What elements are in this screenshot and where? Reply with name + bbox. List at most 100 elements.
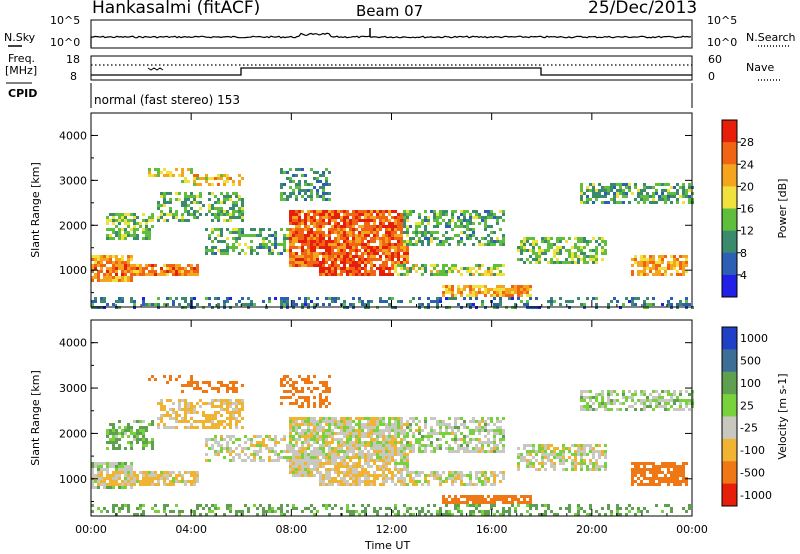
cell — [385, 513, 388, 516]
cell — [313, 237, 316, 240]
cell — [298, 240, 301, 243]
cell — [448, 222, 451, 225]
cell — [340, 471, 343, 474]
cell — [313, 234, 316, 237]
cell — [334, 225, 337, 228]
cell — [346, 231, 349, 234]
cell — [412, 435, 415, 438]
cell — [379, 300, 382, 303]
cell — [631, 393, 634, 396]
cell — [478, 273, 481, 276]
cell — [349, 258, 352, 261]
cell — [133, 420, 136, 423]
cell — [613, 390, 616, 393]
cell — [478, 240, 481, 243]
cell — [301, 456, 304, 459]
cell — [445, 501, 448, 504]
cell — [286, 237, 289, 240]
cell — [403, 462, 406, 465]
cell — [577, 246, 580, 249]
cell — [580, 198, 583, 201]
cell — [577, 507, 580, 510]
cell — [574, 237, 577, 240]
cell — [214, 513, 217, 516]
cell — [553, 255, 556, 258]
cell — [583, 201, 586, 204]
cell — [664, 201, 667, 204]
cell — [391, 426, 394, 429]
cell — [688, 303, 691, 306]
cell — [304, 249, 307, 252]
cell — [217, 420, 220, 423]
cell — [463, 447, 466, 450]
cell — [601, 402, 604, 405]
cell — [352, 234, 355, 237]
cell — [148, 168, 151, 171]
cell — [580, 465, 583, 468]
cell — [616, 192, 619, 195]
cell — [232, 435, 235, 438]
cell — [187, 471, 190, 474]
cell — [577, 297, 580, 300]
cell — [427, 438, 430, 441]
cell — [592, 186, 595, 189]
cell — [223, 420, 226, 423]
cell — [364, 474, 367, 477]
cell — [166, 213, 169, 216]
cell — [439, 429, 442, 432]
cell — [340, 237, 343, 240]
cell — [463, 297, 466, 300]
cell — [475, 474, 478, 477]
cell — [166, 381, 169, 384]
cell — [436, 438, 439, 441]
cell — [121, 504, 124, 507]
cell — [361, 258, 364, 261]
cell — [112, 474, 115, 477]
cell — [520, 456, 523, 459]
cell — [397, 219, 400, 222]
cell — [439, 243, 442, 246]
cell — [451, 432, 454, 435]
cell — [109, 480, 112, 483]
cell — [583, 447, 586, 450]
cell — [211, 213, 214, 216]
cell — [643, 399, 646, 402]
cell — [295, 402, 298, 405]
cell — [472, 303, 475, 306]
cell — [373, 420, 376, 423]
cell — [400, 243, 403, 246]
cell — [304, 252, 307, 255]
cell — [106, 477, 109, 480]
cell — [205, 228, 208, 231]
cell — [166, 399, 169, 402]
cell — [421, 429, 424, 432]
cell — [328, 444, 331, 447]
cell — [499, 216, 502, 219]
cell — [646, 261, 649, 264]
cell — [139, 438, 142, 441]
cell — [562, 237, 565, 240]
cell — [649, 267, 652, 270]
cell — [346, 432, 349, 435]
cell — [361, 465, 364, 468]
cell — [283, 378, 286, 381]
cell — [502, 243, 505, 246]
cell — [586, 297, 589, 300]
cell — [205, 402, 208, 405]
cell — [562, 462, 565, 465]
cell — [415, 234, 418, 237]
cell — [556, 453, 559, 456]
cell — [340, 219, 343, 222]
cell — [457, 477, 460, 480]
cell — [661, 267, 664, 270]
cell — [307, 297, 310, 300]
cell — [463, 435, 466, 438]
cell — [589, 198, 592, 201]
cell — [259, 231, 262, 234]
cell — [292, 453, 295, 456]
cell — [340, 456, 343, 459]
cell — [505, 510, 508, 513]
cell — [520, 288, 523, 291]
cell — [334, 432, 337, 435]
cell — [340, 483, 343, 486]
